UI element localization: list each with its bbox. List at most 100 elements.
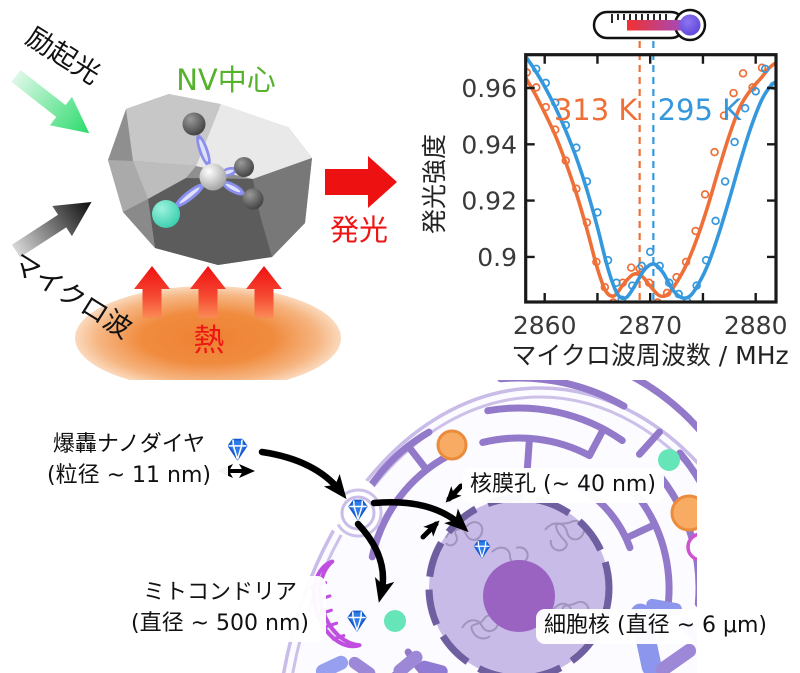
x-tick-label: 2880: [724, 311, 788, 340]
er-arc: [368, 452, 453, 561]
data-point: [582, 177, 592, 186]
cell-membrane-inner: [291, 395, 697, 673]
data-point: [626, 263, 636, 272]
data-point: [582, 218, 592, 227]
er-arc: [497, 380, 628, 410]
data-point: [681, 257, 691, 267]
data-point: [561, 120, 571, 130]
er-connector: [585, 425, 608, 460]
er-connector: [523, 434, 533, 474]
heat-label: 熱: [194, 323, 225, 359]
pore-arrow-out: [420, 520, 440, 540]
vacancy-atom: [199, 163, 227, 191]
emission-arrow-icon: [325, 156, 397, 208]
data-point: [691, 226, 700, 236]
data-point: [760, 64, 770, 74]
data-point: [645, 247, 655, 257]
arrow-to-membrane: [258, 448, 347, 500]
data-point: [719, 111, 729, 120]
data-point: [550, 98, 560, 107]
data-point: [644, 278, 654, 288]
panel-cell: [217, 380, 697, 673]
data-point: [617, 295, 626, 303]
microwave-label: マイクロ波: [6, 248, 136, 346]
data-point: [637, 261, 647, 271]
thermometer-icon: [592, 8, 707, 42]
data-point: [692, 281, 701, 290]
odmr-curve: [525, 54, 777, 301]
data-point: [628, 281, 637, 290]
data-point: [572, 184, 581, 194]
carbon-atom: [182, 112, 206, 136]
nanodiamond-label-line1: 爆轟ナノダイヤ: [52, 432, 206, 457]
y-tick-label: 0.9: [477, 243, 517, 272]
axis-ticks: [525, 54, 776, 302]
er-arc: [479, 434, 593, 460]
nuclear-pore-label: 核膜孔 (~ 40 nm): [462, 468, 664, 503]
vesicle-teal: [384, 610, 406, 632]
data-point: [720, 177, 730, 186]
y-tick-label: 0.92: [461, 187, 517, 216]
carbon-atom: [234, 157, 254, 177]
nv-center-label: NV中心: [176, 63, 276, 97]
data-point: [592, 257, 601, 267]
series-label-cold: 295 K: [658, 93, 743, 127]
heat-arrows: [134, 266, 282, 318]
excitation-arrow-icon: [11, 70, 90, 134]
x-tick-label: 2870: [618, 311, 682, 340]
x-axis-label: マイクロ波周波数 / MHz: [511, 341, 788, 370]
data-point: [612, 278, 621, 288]
emission-label: 発光: [330, 213, 388, 247]
data-point: [674, 289, 683, 299]
mitochondria-label-line2: (直径 ~ 500 nm): [131, 610, 309, 636]
data-point: [664, 278, 674, 288]
data-point: [672, 272, 681, 282]
odmr-plot: 2860 2870 2880 0.9 0.92 0.94 0.96 313 K 295 K マイク…: [420, 41, 789, 370]
panel-nanodiamond: 励起光 マイクロ波 NV中心 発光 熱: [6, 22, 397, 380]
data-point: [738, 69, 748, 78]
nucleus-label: 細胞核 (直径 ~ 6 μm): [536, 609, 775, 644]
data-point: [593, 208, 602, 217]
data-point: [572, 143, 581, 152]
x-tick-label: 2860: [513, 311, 577, 340]
mitochondria-label: ミトコンドリア (直径 ~ 500 nm): [114, 576, 326, 642]
pore-arrow-in: [445, 483, 464, 503]
vesicle-orange: [670, 494, 697, 532]
uptake-arrows: [258, 448, 469, 603]
y-axis-label: 発光強度: [420, 134, 449, 234]
y-tick-label: 0.94: [461, 130, 517, 159]
nanodiamond-gem-icon: [227, 438, 248, 461]
data-point: [729, 88, 738, 98]
vesicle-orange: [436, 429, 468, 461]
series-label-hot: 313 K: [554, 93, 639, 127]
data-point: [751, 87, 760, 96]
data-point: [662, 288, 672, 298]
er-arc: [676, 449, 697, 484]
data-point: [541, 78, 551, 88]
data-point: [600, 283, 610, 292]
data-point: [701, 256, 711, 265]
data-point: [550, 125, 560, 134]
data-point: [711, 216, 720, 226]
data-point: [532, 64, 541, 74]
data-point: [655, 261, 664, 271]
nitrogen-atom: [152, 200, 180, 228]
nanodiamond-label: 爆轟ナノダイヤ (粒径 ~ 11 nm): [30, 428, 228, 494]
data-point: [609, 298, 618, 303]
er-arc: [631, 380, 697, 433]
er-connector: [635, 428, 664, 458]
vesicle-pink: [686, 532, 697, 562]
carbon-atom: [242, 188, 264, 210]
odmr-curve: [525, 60, 777, 299]
data-point: [740, 104, 750, 113]
er-arc: [484, 404, 626, 445]
arrow-to-nucleus: [370, 499, 469, 533]
mitochondria-label-line1: ミトコンドリア: [142, 580, 297, 605]
data-point: [561, 156, 571, 165]
endoplasmic-reticulum: [346, 380, 697, 673]
y-tick-label: 0.96: [461, 74, 517, 103]
er-connector: [622, 521, 659, 542]
pore-arrows: [420, 483, 464, 540]
endocytic-pocket-outer: [336, 488, 383, 538]
